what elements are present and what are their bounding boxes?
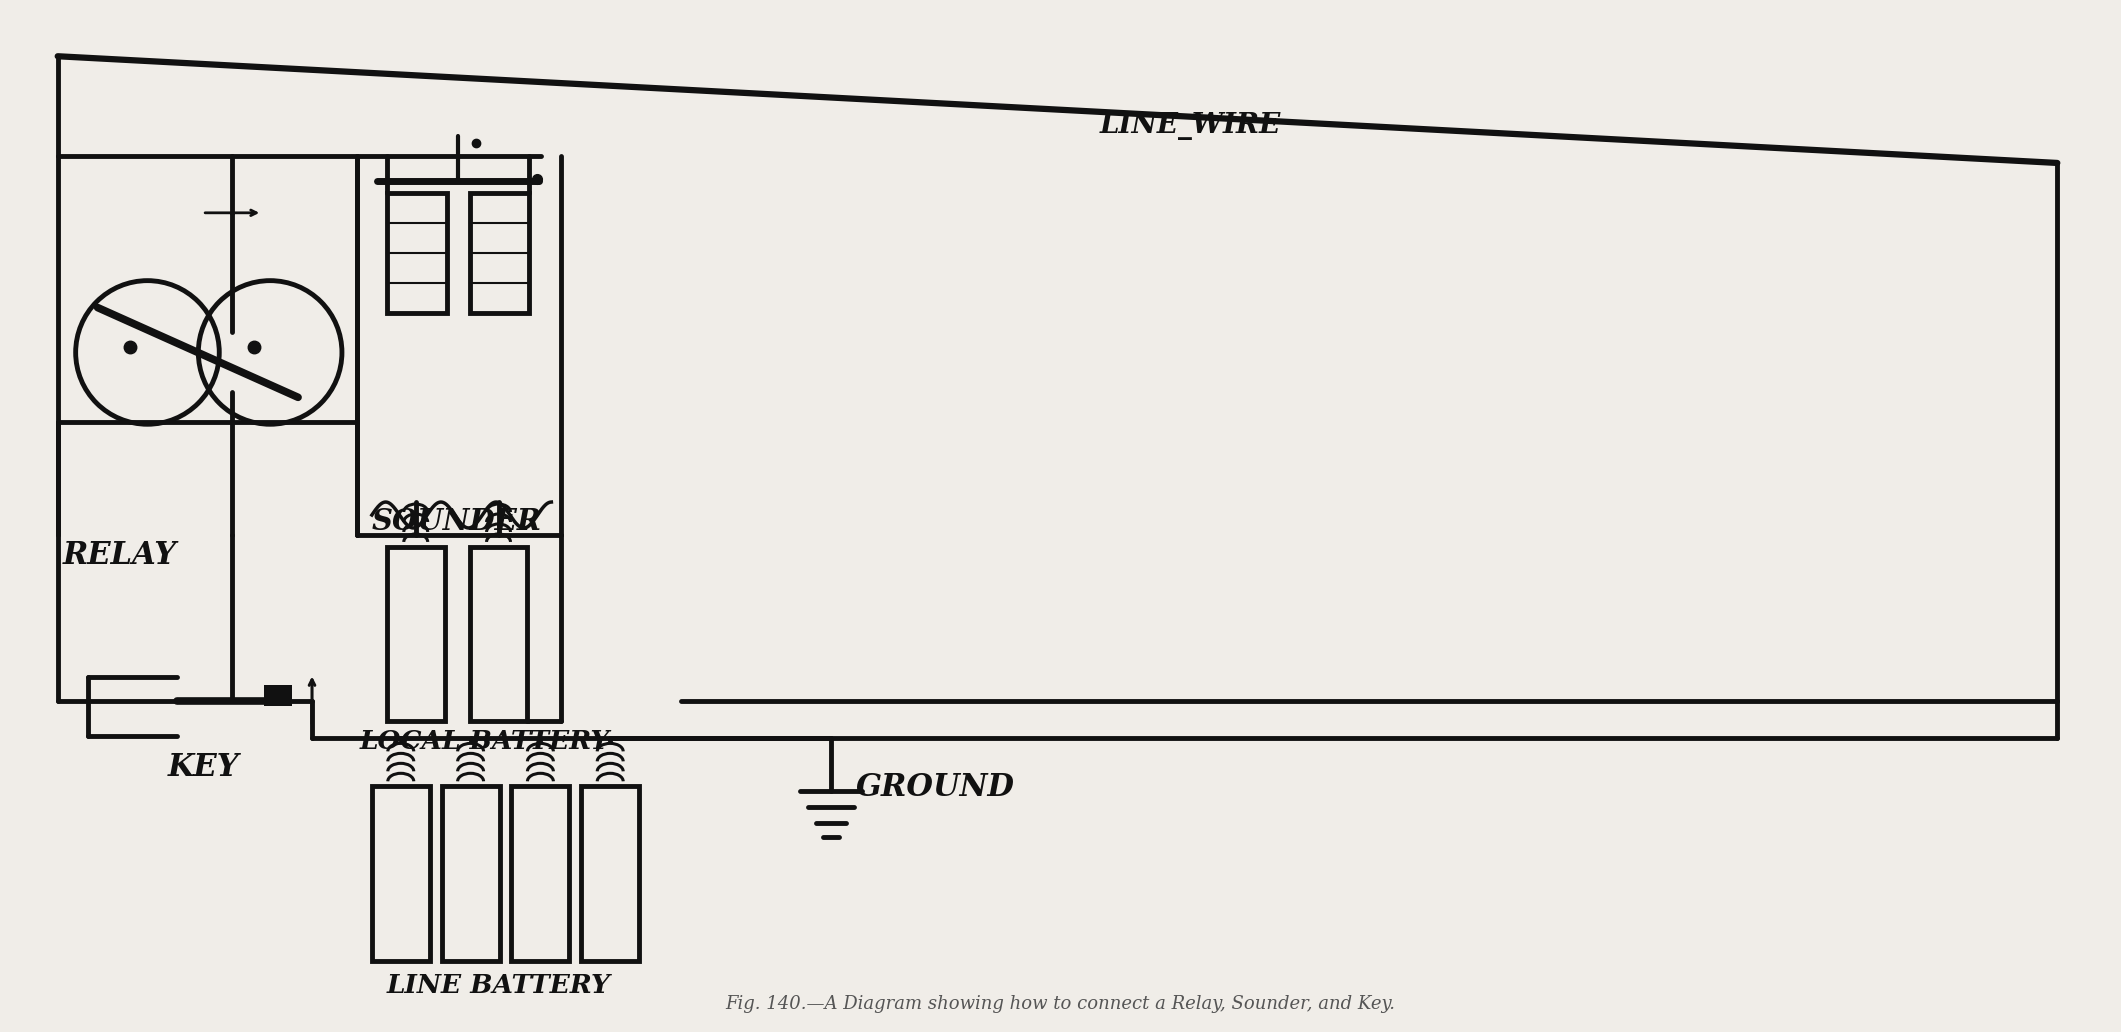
Bar [469, 193, 530, 313]
Bar [386, 193, 448, 313]
Text: SOUNDER: SOUNDER [371, 507, 543, 536]
Bar [371, 786, 431, 961]
Text: RELAY: RELAY [64, 540, 176, 571]
Bar [265, 684, 293, 707]
Bar [581, 786, 638, 961]
Bar [511, 786, 568, 961]
Bar [441, 786, 501, 961]
Text: LINE BATTERY: LINE BATTERY [386, 973, 611, 998]
Bar [469, 547, 528, 721]
Bar [386, 547, 445, 721]
Text: Fig. 140.—A Diagram showing how to connect a Relay, Sounder, and Key.: Fig. 140.—A Diagram showing how to conne… [725, 995, 1396, 1012]
Text: LOCAL BATTERY: LOCAL BATTERY [361, 730, 611, 754]
Text: KEY: KEY [168, 752, 240, 783]
Text: GROUND: GROUND [855, 772, 1014, 803]
Text: LINE_WIRE: LINE_WIRE [1101, 112, 1281, 140]
